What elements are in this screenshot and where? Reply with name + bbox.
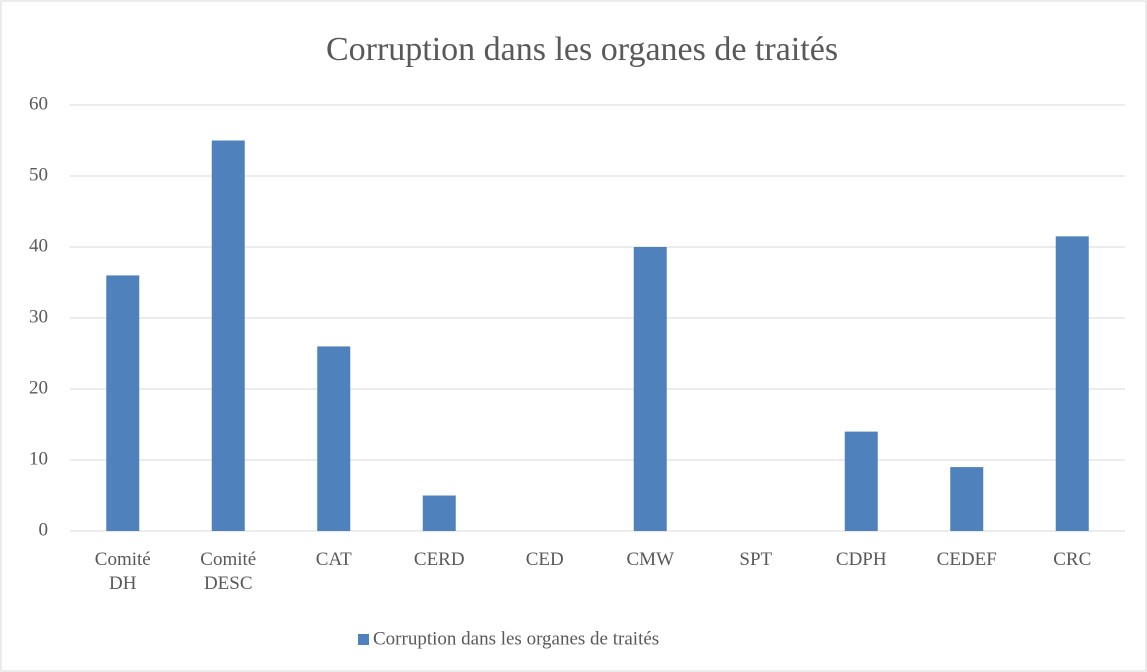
x-tick-label: CERD	[414, 549, 465, 570]
bar	[844, 431, 878, 531]
bar	[211, 140, 245, 531]
y-tick-label: 50	[29, 164, 48, 185]
x-tick-label: CDPH	[836, 549, 887, 570]
bar	[422, 495, 456, 531]
x-tick-label: Comité DESC	[200, 549, 256, 594]
legend-swatch	[358, 634, 369, 645]
y-tick-label: 30	[29, 306, 48, 327]
x-tick-label: CED	[526, 549, 564, 570]
legend: Corruption dans les organes de traités	[358, 628, 659, 649]
y-tick-label: 0	[39, 519, 49, 540]
chart-title: Corruption dans les organes de traités	[326, 31, 838, 68]
x-tick-label: CEDEF	[937, 549, 997, 570]
x-tick-label: CMW	[627, 549, 675, 570]
bar	[633, 247, 667, 531]
y-tick-label: 20	[29, 377, 48, 398]
y-tick-label: 40	[29, 235, 48, 256]
bar	[106, 275, 140, 531]
x-tick-label: CRC	[1053, 549, 1091, 570]
bar	[317, 346, 351, 531]
bar	[950, 467, 984, 531]
bar	[1055, 236, 1089, 531]
y-tick-label: 60	[29, 93, 48, 114]
y-tick-label: 10	[29, 448, 48, 469]
legend-label: Corruption dans les organes de traités	[373, 628, 659, 649]
x-tick-label: Comité DH	[95, 549, 151, 594]
x-tick-label: CAT	[316, 549, 352, 570]
x-tick-label: SPT	[739, 549, 772, 570]
